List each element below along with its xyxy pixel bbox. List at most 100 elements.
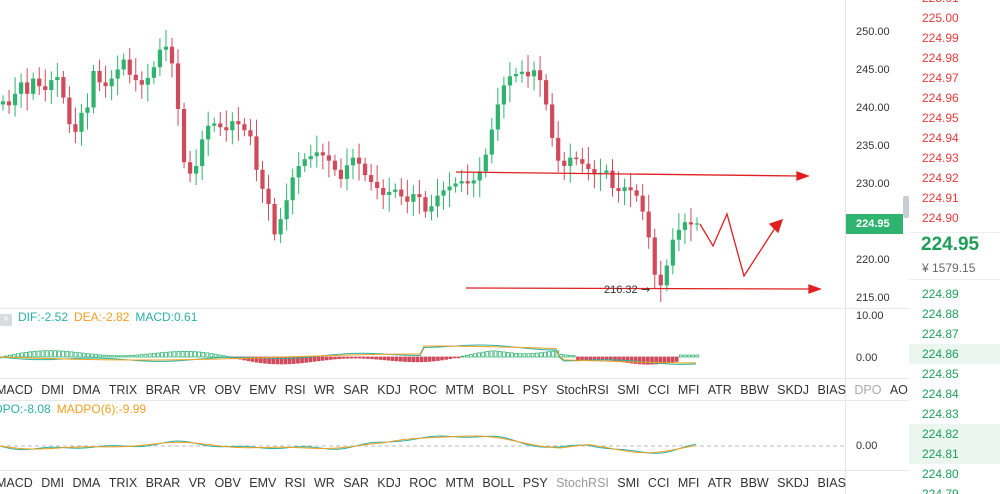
ask-price[interactable]: 224.97 — [922, 71, 959, 85]
candle-body — [441, 190, 446, 196]
macd-bar — [189, 351, 193, 358]
macd-bar — [135, 354, 140, 358]
bid-price[interactable]: 224.83 — [922, 407, 959, 421]
indicator-tab-kdj[interactable]: KDJ — [377, 383, 401, 397]
indicator-tab-emv[interactable]: EMV — [249, 476, 277, 490]
indicator-tab-macd[interactable]: MACD — [0, 383, 33, 397]
indicator-tab-skdj[interactable]: SKDJ — [777, 476, 810, 490]
price-axis-label: 235.00 — [856, 140, 890, 152]
indicator-tab-dma[interactable]: DMA — [72, 383, 101, 397]
indicator-tab-psy[interactable]: PSY — [522, 383, 548, 397]
indicator-tab-smi[interactable]: SMI — [617, 383, 640, 397]
indicator-tab-mfi[interactable]: MFI — [677, 383, 700, 397]
macd-bar — [543, 351, 547, 358]
price-chart[interactable]: 216.32 → — [0, 0, 845, 308]
bid-price[interactable]: 224.79 — [922, 487, 959, 494]
indicator-tab-stochrsi[interactable]: StochRSI — [556, 383, 609, 397]
macd-chart[interactable] — [0, 308, 845, 380]
indicator-tab-bbw[interactable]: BBW — [740, 383, 769, 397]
indicator-tab-sar[interactable]: SAR — [343, 476, 369, 490]
indicator-tab-trix[interactable]: TRIX — [108, 383, 138, 397]
indicator-tab-macd[interactable]: MACD — [0, 476, 33, 490]
bid-price[interactable]: 224.82 — [909, 424, 1000, 444]
ask-price[interactable]: 224.96 — [922, 91, 959, 105]
resistance-arrow-head — [796, 171, 810, 181]
indicator-tab-brar[interactable]: BRAR — [145, 383, 181, 397]
axis-drag-handle[interactable] — [903, 196, 909, 218]
indicator-tab-mtm[interactable]: MTM — [445, 383, 474, 397]
candle-body — [314, 152, 319, 157]
indicator-tab-mfi[interactable]: MFI — [677, 476, 700, 490]
bid-price[interactable]: 224.86 — [909, 344, 1000, 364]
indicator-tab-ao[interactable]: AO — [889, 383, 908, 397]
indicator-tab-kdj[interactable]: KDJ — [377, 476, 401, 490]
candle-body — [139, 80, 144, 85]
macd-bar — [193, 351, 197, 358]
ask-price[interactable]: 224.91 — [922, 191, 959, 205]
indicator-tab-vr[interactable]: VR — [188, 383, 207, 397]
ask-price[interactable]: 224.98 — [922, 51, 959, 65]
indicator-tab-cci[interactable]: CCI — [647, 476, 670, 490]
indicator-tab-boll[interactable]: BOLL — [482, 476, 515, 490]
indicator-tab-dpo[interactable]: DPO — [854, 383, 882, 397]
candle-body — [604, 170, 609, 173]
ask-price[interactable]: 224.90 — [922, 211, 959, 225]
close-icon[interactable]: × — [0, 314, 12, 326]
indicator-tab-trix[interactable]: TRIX — [108, 476, 138, 490]
indicator-tab-atr[interactable]: ATR — [707, 476, 732, 490]
candle-body — [278, 219, 283, 235]
bid-price[interactable]: 224.89 — [922, 287, 959, 301]
ask-price[interactable]: 224.94 — [922, 131, 959, 145]
indicator-tab-emv[interactable]: EMV — [249, 383, 277, 397]
dpo-chart[interactable] — [0, 400, 845, 466]
bid-price[interactable]: 224.81 — [909, 444, 1000, 464]
indicator-tab-roc[interactable]: ROC — [409, 383, 438, 397]
indicator-tab-sar[interactable]: SAR — [343, 383, 369, 397]
indicator-tab-dmi[interactable]: DMI — [41, 476, 65, 490]
macd-bar — [625, 356, 630, 363]
bid-price[interactable]: 224.85 — [922, 367, 959, 381]
indicator-tab-bias[interactable]: BIAS — [817, 383, 846, 397]
indicator-tab-vr[interactable]: VR — [188, 476, 207, 490]
indicator-tab-dmi[interactable]: DMI — [41, 383, 65, 397]
ask-price[interactable]: 224.95 — [922, 111, 959, 125]
indicator-tab-wr[interactable]: WR — [313, 476, 335, 490]
bid-price[interactable]: 224.87 — [922, 327, 959, 341]
indicator-tab-cci[interactable]: CCI — [647, 383, 670, 397]
indicator-tab-psy[interactable]: PSY — [522, 476, 548, 490]
bid-price[interactable]: 224.80 — [922, 467, 959, 481]
ask-price[interactable]: 224.93 — [922, 151, 959, 165]
ask-price[interactable]: 225.00 — [922, 11, 959, 25]
macd-bar — [650, 356, 654, 365]
indicator-tab-rsi[interactable]: RSI — [284, 383, 306, 397]
macd-bar — [654, 356, 658, 365]
ask-price[interactable]: 225.01 — [909, 0, 1000, 8]
candle-body — [302, 159, 307, 166]
bid-price[interactable]: 224.84 — [922, 387, 959, 401]
indicator-tab-brar[interactable]: BRAR — [145, 476, 181, 490]
candle-body — [320, 152, 325, 156]
indicator-tab-dma[interactable]: DMA — [72, 476, 101, 490]
indicator-tab-smi[interactable]: SMI — [617, 476, 640, 490]
indicator-tab-skdj[interactable]: SKDJ — [777, 383, 810, 397]
indicator-tab-wr[interactable]: WR — [313, 383, 335, 397]
ask-price[interactable]: 224.92 — [922, 171, 959, 185]
macd-bar — [683, 354, 687, 358]
indicator-tab-roc[interactable]: ROC — [409, 476, 438, 490]
macd-bar — [522, 353, 527, 358]
indicator-tab-obv[interactable]: OBV — [214, 476, 241, 490]
indicator-tab-obv[interactable]: OBV — [214, 383, 241, 397]
macd-bar — [370, 356, 374, 360]
drawn-lines[interactable] — [455, 171, 822, 294]
bid-price[interactable]: 224.88 — [922, 307, 959, 321]
price-axis-label: 250.00 — [856, 26, 890, 38]
indicator-tab-bias[interactable]: BIAS — [817, 476, 846, 490]
indicator-tab-boll[interactable]: BOLL — [482, 383, 515, 397]
indicator-tab-bbw[interactable]: BBW — [740, 476, 769, 490]
indicator-tab-stochrsi[interactable]: StochRSI — [556, 476, 609, 490]
indicator-tab-rsi[interactable]: RSI — [284, 476, 306, 490]
indicator-tab-mtm[interactable]: MTM — [445, 476, 474, 490]
indicator-tab-atr[interactable]: ATR — [707, 383, 732, 397]
macd-bar — [539, 352, 543, 358]
ask-price[interactable]: 224.99 — [922, 31, 959, 45]
